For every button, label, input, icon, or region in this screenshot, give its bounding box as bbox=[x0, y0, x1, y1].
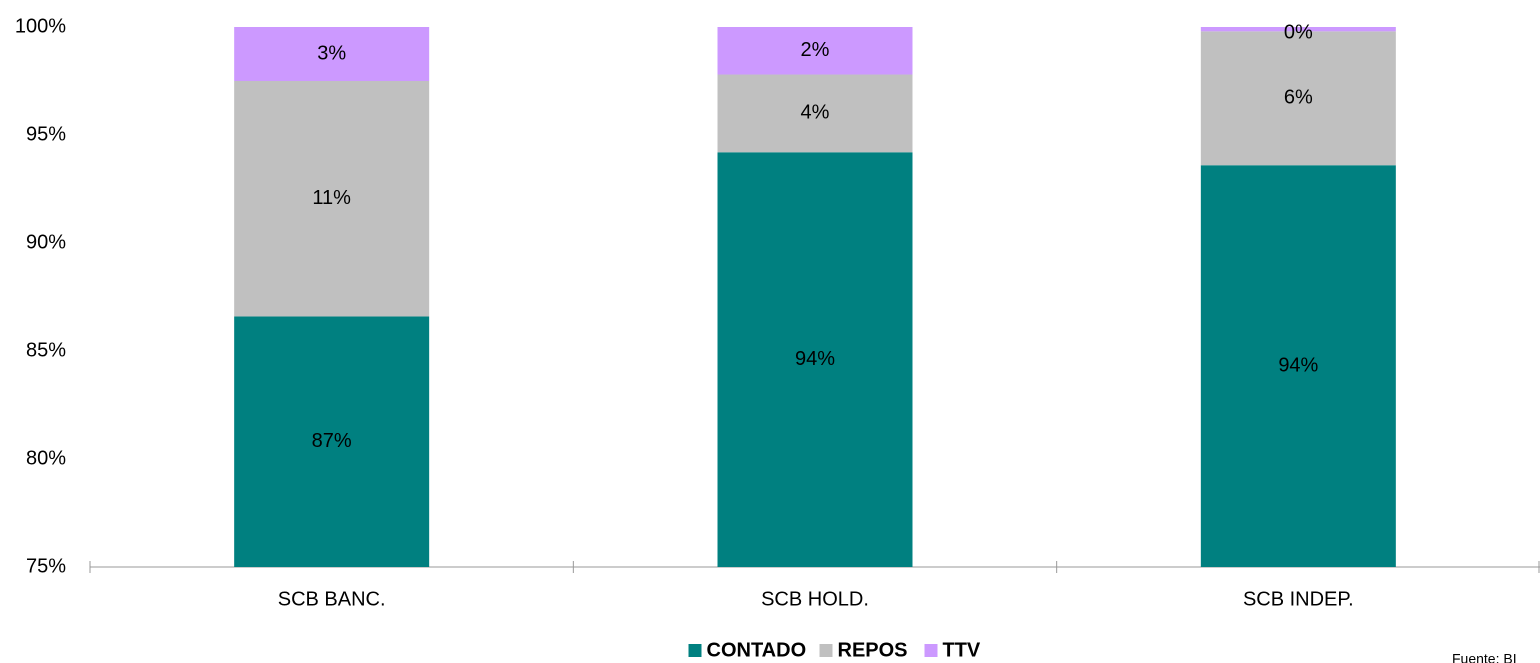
bar-segment bbox=[717, 74, 913, 153]
legend-swatch bbox=[688, 644, 702, 657]
legend-swatch bbox=[924, 644, 938, 657]
y-tick-label: 85% bbox=[26, 339, 66, 361]
y-tick-label: 75% bbox=[26, 555, 66, 577]
data-label: 11% bbox=[312, 187, 351, 209]
data-label: 3% bbox=[317, 42, 346, 64]
bar-segment bbox=[234, 27, 430, 81]
source-note: Fuente: BI bbox=[1452, 651, 1517, 663]
x-tick-label: SCB BANC. bbox=[278, 588, 386, 610]
data-label: 6% bbox=[1284, 87, 1313, 109]
y-tick-label: 80% bbox=[26, 447, 66, 469]
y-tick-label: 100% bbox=[15, 15, 66, 37]
data-label: 4% bbox=[801, 102, 830, 124]
x-tick-label: SCB HOLD. bbox=[761, 588, 869, 610]
legend-label: TTV bbox=[943, 639, 981, 661]
y-tick-label: 90% bbox=[26, 231, 66, 253]
data-label: 94% bbox=[1278, 354, 1318, 376]
bar-segment bbox=[234, 81, 430, 317]
data-label: 94% bbox=[795, 348, 835, 370]
bar-segment bbox=[717, 152, 913, 567]
bar-segment bbox=[1200, 27, 1396, 32]
data-label: 2% bbox=[801, 39, 830, 61]
legend-label: REPOS bbox=[838, 639, 908, 661]
legend-label: CONTADO bbox=[707, 639, 807, 661]
bar-segment bbox=[1200, 165, 1396, 568]
bar-segment bbox=[717, 27, 913, 75]
bar-segment bbox=[1200, 31, 1396, 166]
y-tick-label: 95% bbox=[26, 123, 66, 145]
bar-segment bbox=[234, 316, 430, 567]
legend-swatch bbox=[819, 644, 833, 657]
data-label: 87% bbox=[312, 430, 352, 452]
x-tick-label: SCB INDEP. bbox=[1243, 588, 1354, 610]
data-label: 0% bbox=[1284, 21, 1313, 43]
